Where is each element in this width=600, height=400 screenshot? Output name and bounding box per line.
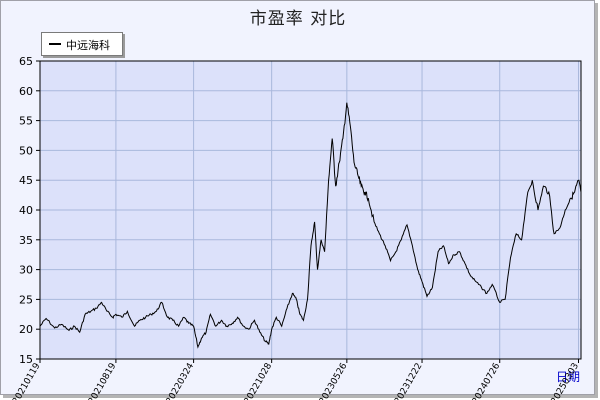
x-tick-label: 20210819 xyxy=(87,361,119,400)
legend-line-swatch xyxy=(49,43,61,45)
x-tick-label: 20250303 xyxy=(550,362,582,400)
x-tick-label: 20221028 xyxy=(243,361,275,400)
y-tick-label: 60 xyxy=(19,85,33,98)
series-line-zhongyuan xyxy=(39,102,582,349)
x-axis-label: 日期 xyxy=(556,370,581,384)
y-tick-label: 65 xyxy=(19,55,33,68)
y-tick-label: 15 xyxy=(19,353,33,366)
chart-title: 市盈率 对比 xyxy=(249,9,347,29)
x-tick-label: 20220324 xyxy=(165,361,197,400)
y-tick-label: 55 xyxy=(19,115,33,128)
y-tick-label: 25 xyxy=(19,293,33,306)
y-tick-label: 20 xyxy=(19,323,33,336)
y-tick-label: 35 xyxy=(19,234,33,247)
x-tick-label: 20231222 xyxy=(393,362,425,400)
y-tick-label: 30 xyxy=(19,264,33,277)
x-tick-label: 20210119 xyxy=(11,361,43,400)
legend-label: 中远海科 xyxy=(66,39,110,52)
legend: 中远海科 xyxy=(41,32,123,56)
y-tick-label: 50 xyxy=(19,144,33,157)
plot-border xyxy=(39,60,582,360)
y-tick-label: 45 xyxy=(19,174,33,187)
x-tick-label: 20240726 xyxy=(471,361,503,400)
y-tick-label: 40 xyxy=(19,204,33,217)
x-tick-label: 20230526 xyxy=(318,361,350,400)
